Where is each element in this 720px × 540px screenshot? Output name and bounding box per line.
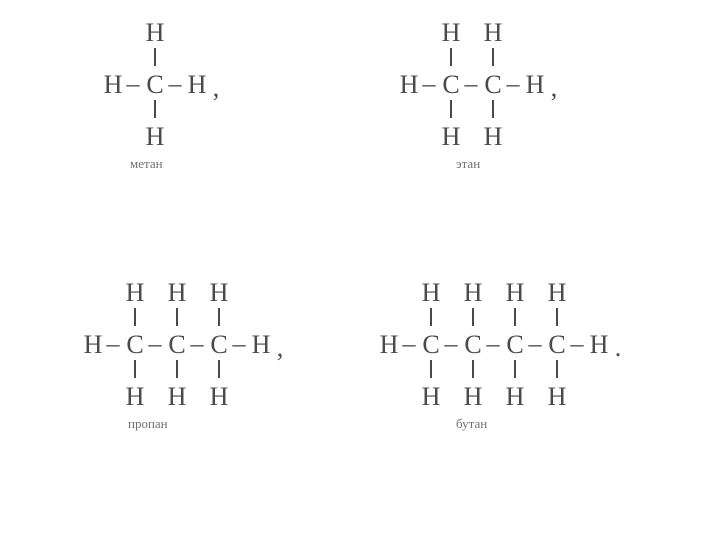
atom-c: C — [164, 332, 190, 358]
atom-h: H — [248, 332, 274, 358]
atom-h: H — [100, 72, 126, 98]
atom-h: H — [80, 332, 106, 358]
atom-c: C — [142, 72, 168, 98]
atom-h: H — [522, 72, 548, 98]
bond-v — [506, 307, 524, 327]
comma: , — [274, 335, 286, 361]
atom-h: H — [460, 280, 486, 306]
atom-h: H — [438, 124, 464, 150]
atom-h: H — [502, 384, 528, 410]
bond-v — [126, 307, 144, 327]
comma: , — [548, 75, 560, 101]
bond-v — [484, 99, 502, 119]
atom-h: H — [376, 332, 402, 358]
bond-v — [146, 99, 164, 119]
atom-h: H — [184, 72, 210, 98]
bond-h: – — [400, 331, 418, 357]
atom-h: H — [396, 72, 422, 98]
comma: , — [210, 75, 222, 101]
bond-v — [422, 359, 440, 379]
atom-h: H — [460, 384, 486, 410]
bond-v — [210, 307, 228, 327]
atom-h: H — [122, 280, 148, 306]
bond-h: – — [526, 331, 544, 357]
atom-c: C — [418, 332, 444, 358]
atom-c: C — [438, 72, 464, 98]
atom-c: C — [544, 332, 570, 358]
period: . — [612, 335, 624, 361]
diagram-canvas: H H – C – H , H метан H H H – C – C – H … — [0, 0, 720, 540]
bond-h: – — [104, 331, 122, 357]
bond-h: – — [442, 331, 460, 357]
bond-h: – — [504, 71, 522, 97]
atom-h: H — [206, 280, 232, 306]
bond-v — [464, 359, 482, 379]
atom-h: H — [480, 124, 506, 150]
atom-c: C — [460, 332, 486, 358]
atom-h: H — [480, 20, 506, 46]
atom-h: H — [164, 384, 190, 410]
bond-v — [464, 307, 482, 327]
bond-v — [442, 99, 460, 119]
bond-h: – — [484, 331, 502, 357]
bond-v — [210, 359, 228, 379]
bond-v — [442, 47, 460, 67]
atom-h: H — [142, 20, 168, 46]
bond-h: – — [420, 71, 438, 97]
atom-h: H — [544, 384, 570, 410]
label-butane: бутан — [456, 416, 487, 432]
atom-h: H — [586, 332, 612, 358]
atom-h: H — [502, 280, 528, 306]
bond-v — [484, 47, 502, 67]
bond-v — [548, 307, 566, 327]
atom-h: H — [418, 384, 444, 410]
atom-h: H — [438, 20, 464, 46]
label-methane: метан — [130, 156, 163, 172]
bond-h: – — [188, 331, 206, 357]
atom-h: H — [418, 280, 444, 306]
atom-h: H — [206, 384, 232, 410]
label-propane: пропан — [128, 416, 168, 432]
atom-c: C — [206, 332, 232, 358]
bond-v — [146, 47, 164, 67]
bond-v — [168, 359, 186, 379]
atom-c: C — [122, 332, 148, 358]
bond-v — [126, 359, 144, 379]
bond-h: – — [462, 71, 480, 97]
atom-h: H — [544, 280, 570, 306]
bond-v — [506, 359, 524, 379]
bond-h: – — [230, 331, 248, 357]
bond-v — [548, 359, 566, 379]
atom-h: H — [122, 384, 148, 410]
atom-c: C — [502, 332, 528, 358]
atom-h: H — [164, 280, 190, 306]
bond-h: – — [166, 71, 184, 97]
bond-h: – — [124, 71, 142, 97]
bond-h: – — [146, 331, 164, 357]
bond-v — [168, 307, 186, 327]
atom-h: H — [142, 124, 168, 150]
label-ethane: этан — [456, 156, 480, 172]
atom-c: C — [480, 72, 506, 98]
bond-h: – — [568, 331, 586, 357]
bond-v — [422, 307, 440, 327]
